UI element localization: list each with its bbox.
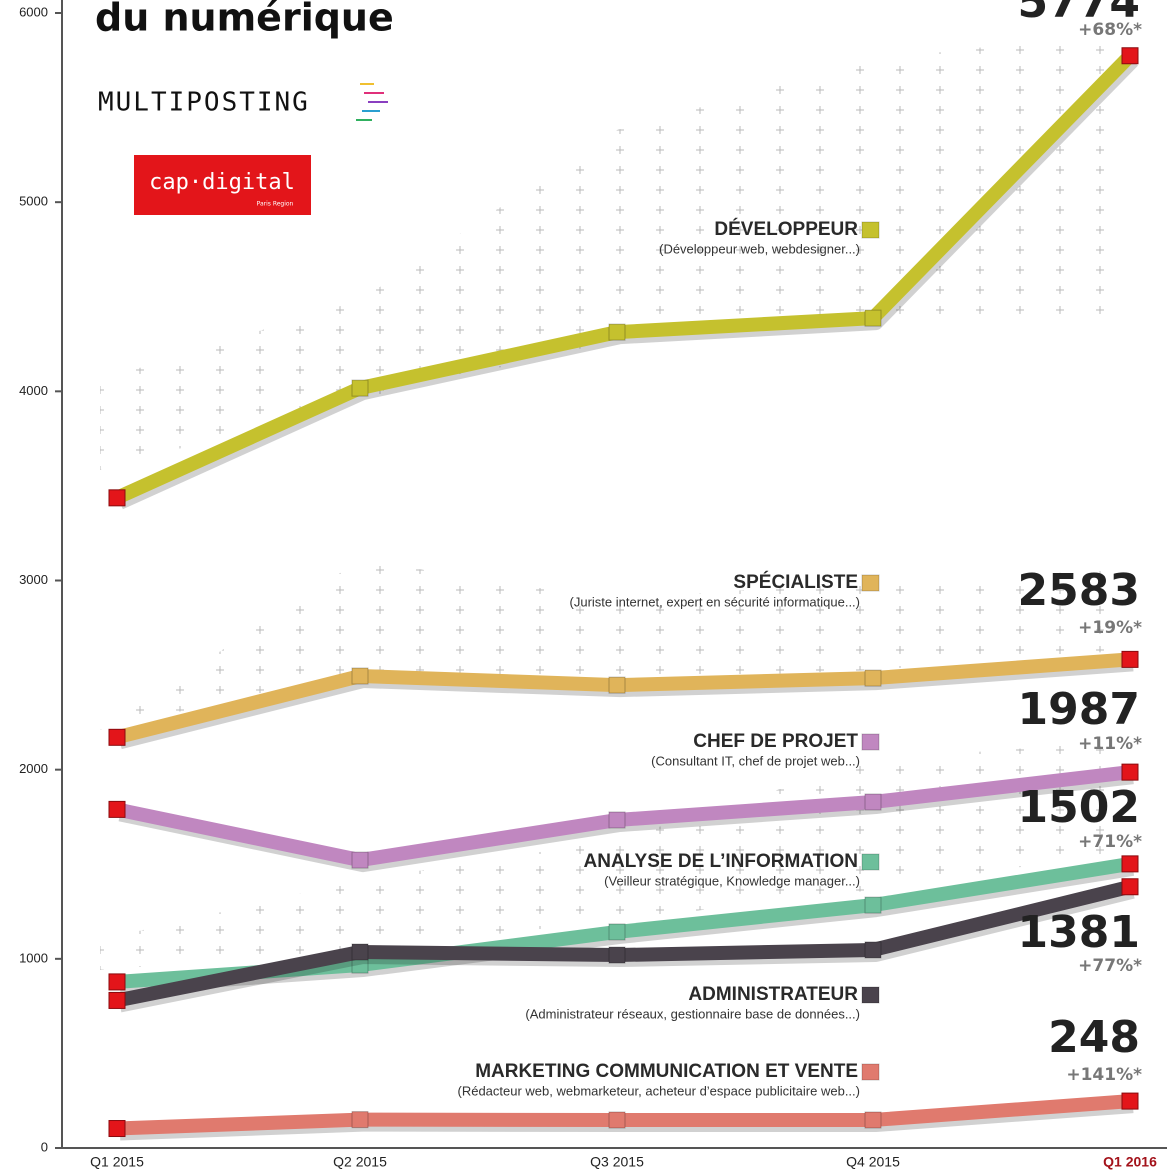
- legend-swatch: [861, 986, 880, 1004]
- series-name: SPÉCIALISTE: [733, 571, 858, 593]
- marker: [608, 946, 626, 964]
- legend-swatch: [861, 221, 880, 239]
- y-tick-label: 1000: [19, 950, 48, 965]
- marker: [1121, 650, 1139, 668]
- value-label: 1502: [1018, 782, 1140, 833]
- marker: [351, 943, 369, 961]
- series-description: (Administrateur réseaux, gestionnaire ba…: [525, 1006, 860, 1021]
- pattern: [100, 560, 1130, 730]
- marker: [864, 896, 882, 914]
- x-tick-label: Q4 2015: [846, 1154, 900, 1170]
- value-label: 2583: [1018, 565, 1140, 616]
- y-tick-label: 5000: [19, 194, 48, 209]
- y-tick-label: 0: [41, 1139, 48, 1154]
- marker: [108, 728, 126, 746]
- pattern: [100, 30, 1130, 470]
- legend-swatch: [861, 1063, 880, 1081]
- change-label: +141%*: [1066, 1065, 1142, 1085]
- value-label: 5774: [1018, 0, 1140, 28]
- series-name: CHEF DE PROJET: [693, 731, 858, 752]
- logo: MULTIPOSTING: [98, 88, 310, 118]
- marker: [351, 1111, 369, 1129]
- value-label: 1987: [1018, 684, 1140, 735]
- series-name: ADMINISTRATEUR: [688, 984, 858, 1005]
- change-label: +68%*: [1078, 20, 1142, 40]
- series-description: (Juriste internet, expert en sécurité in…: [570, 594, 860, 609]
- marker: [1121, 1092, 1139, 1110]
- marker: [864, 669, 882, 687]
- marker: [108, 800, 126, 818]
- x-tick-label: Q1 2016: [1103, 1154, 1157, 1170]
- change-label: +77%*: [1078, 956, 1142, 976]
- marker: [1121, 878, 1139, 896]
- logo: cap·digital: [149, 170, 295, 195]
- y-tick-label: 3000: [19, 572, 48, 587]
- series-description: (Veilleur stratégique, Knowledge manager…: [604, 873, 860, 888]
- legend-swatch: [861, 853, 880, 871]
- value-label: 248: [1048, 1012, 1140, 1063]
- series-description: (Développeur web, webdesigner...): [659, 241, 860, 256]
- series-name: ANALYSE DE L’INFORMATION: [584, 851, 858, 872]
- marker: [608, 923, 626, 941]
- y-tick-label: 4000: [19, 383, 48, 398]
- marker: [1121, 47, 1139, 65]
- title: du numérique: [95, 0, 394, 40]
- marker: [1121, 763, 1139, 781]
- marker: [864, 941, 882, 959]
- marker: [351, 379, 369, 397]
- marker: [108, 1120, 126, 1138]
- series-description: (Consultant IT, chef de projet web...): [651, 753, 860, 768]
- marker: [351, 851, 369, 869]
- marker: [608, 811, 626, 829]
- marker: [864, 309, 882, 327]
- marker: [608, 323, 626, 341]
- logo-sub: Paris Region: [257, 201, 294, 208]
- series-description: (Rédacteur web, webmarketeur, acheteur d…: [458, 1083, 861, 1098]
- y-tick-label: 2000: [19, 761, 48, 776]
- change-label: +71%*: [1078, 832, 1142, 852]
- logo-box: [134, 155, 311, 215]
- marker: [351, 667, 369, 685]
- series-name: MARKETING COMMUNICATION ET VENTE: [475, 1061, 858, 1082]
- legend-swatch: [861, 733, 880, 751]
- series-name: DÉVELOPPEUR: [714, 218, 858, 240]
- x-tick-label: Q3 2015: [590, 1154, 644, 1170]
- marker: [864, 793, 882, 811]
- change-label: +19%*: [1078, 618, 1142, 638]
- marker: [608, 1111, 626, 1129]
- marker: [1121, 855, 1139, 873]
- marker: [108, 489, 126, 507]
- marker: [608, 676, 626, 694]
- legend-swatch: [861, 574, 880, 592]
- y-tick-label: 6000: [19, 4, 48, 19]
- logo-icon: [356, 83, 388, 121]
- x-tick-label: Q2 2015: [333, 1154, 387, 1170]
- marker: [108, 991, 126, 1009]
- marker: [108, 973, 126, 991]
- change-label: +11%*: [1078, 734, 1142, 754]
- value-label: 1381: [1018, 907, 1140, 958]
- marker: [864, 1111, 882, 1129]
- x-tick-label: Q1 2015: [90, 1154, 144, 1170]
